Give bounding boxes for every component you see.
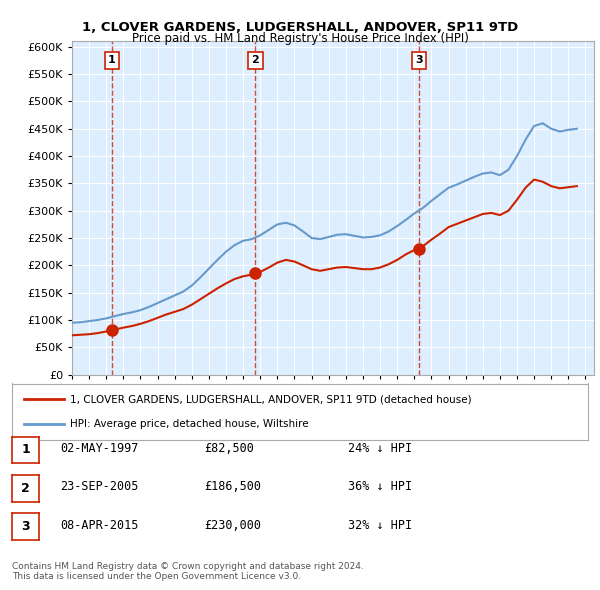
Text: 08-APR-2015: 08-APR-2015 <box>60 519 139 532</box>
Text: 36% ↓ HPI: 36% ↓ HPI <box>348 480 412 493</box>
Text: 1: 1 <box>108 55 116 65</box>
Text: HPI: Average price, detached house, Wiltshire: HPI: Average price, detached house, Wilt… <box>70 419 308 429</box>
Text: 23-SEP-2005: 23-SEP-2005 <box>60 480 139 493</box>
Text: 3: 3 <box>415 55 423 65</box>
Text: 1, CLOVER GARDENS, LUDGERSHALL, ANDOVER, SP11 9TD: 1, CLOVER GARDENS, LUDGERSHALL, ANDOVER,… <box>82 21 518 34</box>
Text: 2: 2 <box>21 481 30 495</box>
Text: 2: 2 <box>251 55 259 65</box>
Text: £230,000: £230,000 <box>204 519 261 532</box>
Text: 3: 3 <box>21 520 30 533</box>
Text: Price paid vs. HM Land Registry's House Price Index (HPI): Price paid vs. HM Land Registry's House … <box>131 32 469 45</box>
Text: 24% ↓ HPI: 24% ↓ HPI <box>348 442 412 455</box>
Text: 1: 1 <box>21 443 30 457</box>
Text: £82,500: £82,500 <box>204 442 254 455</box>
Text: 1, CLOVER GARDENS, LUDGERSHALL, ANDOVER, SP11 9TD (detached house): 1, CLOVER GARDENS, LUDGERSHALL, ANDOVER,… <box>70 394 471 404</box>
Text: 32% ↓ HPI: 32% ↓ HPI <box>348 519 412 532</box>
Text: £186,500: £186,500 <box>204 480 261 493</box>
Text: 02-MAY-1997: 02-MAY-1997 <box>60 442 139 455</box>
Text: Contains HM Land Registry data © Crown copyright and database right 2024.
This d: Contains HM Land Registry data © Crown c… <box>12 562 364 581</box>
